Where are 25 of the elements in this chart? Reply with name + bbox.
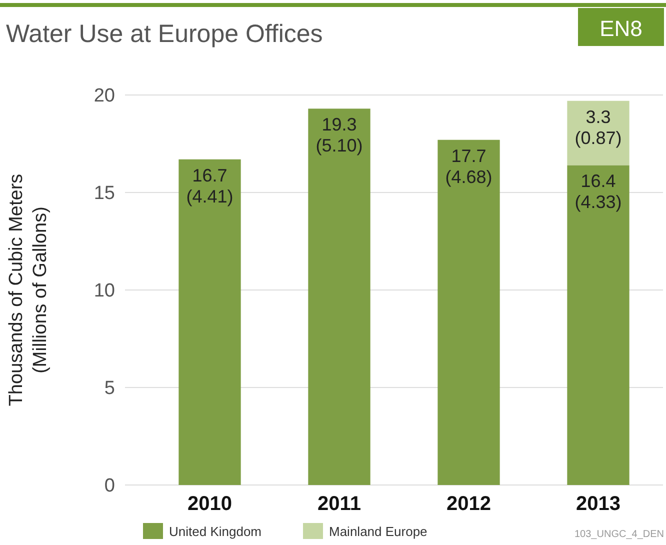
bar [178, 159, 241, 485]
y-tick-label: 20 [94, 86, 115, 107]
text: 103_UNGC_4_DEN [574, 529, 664, 540]
bar [567, 100, 630, 166]
x-tick-label: 2011 [318, 493, 361, 515]
data-label: 16.7 (4.41) [186, 165, 234, 206]
x-tick-label: 2013 [576, 493, 620, 515]
data-label: 19.3 (5.10) [316, 114, 363, 156]
x-tick-label: 2010 [188, 493, 232, 515]
legend-label: Mainland Europe [329, 524, 428, 539]
y-tick-label: 0 [104, 476, 115, 497]
bar [438, 140, 500, 485]
bar [567, 165, 630, 485]
y-tick-label: 5 [104, 378, 115, 400]
x-tick-label: 2012 [446, 493, 491, 515]
chart-title: Water Use at Europe Offices [6, 20, 323, 48]
legend-label: United Kingdom [169, 524, 262, 539]
y-tick-label: 10 [94, 280, 115, 302]
data-label: 16.4 (4.33) [574, 171, 622, 212]
y-tick-label: 15 [94, 183, 115, 204]
bar [308, 108, 370, 485]
text: EN8 [600, 16, 642, 41]
data-label: 17.7 (4.68) [445, 146, 492, 187]
data-label: 3.3 (0.87) [574, 106, 622, 148]
y-axis-title: Thousands of Cubic Meters (Millions of Gallons) [6, 174, 51, 406]
